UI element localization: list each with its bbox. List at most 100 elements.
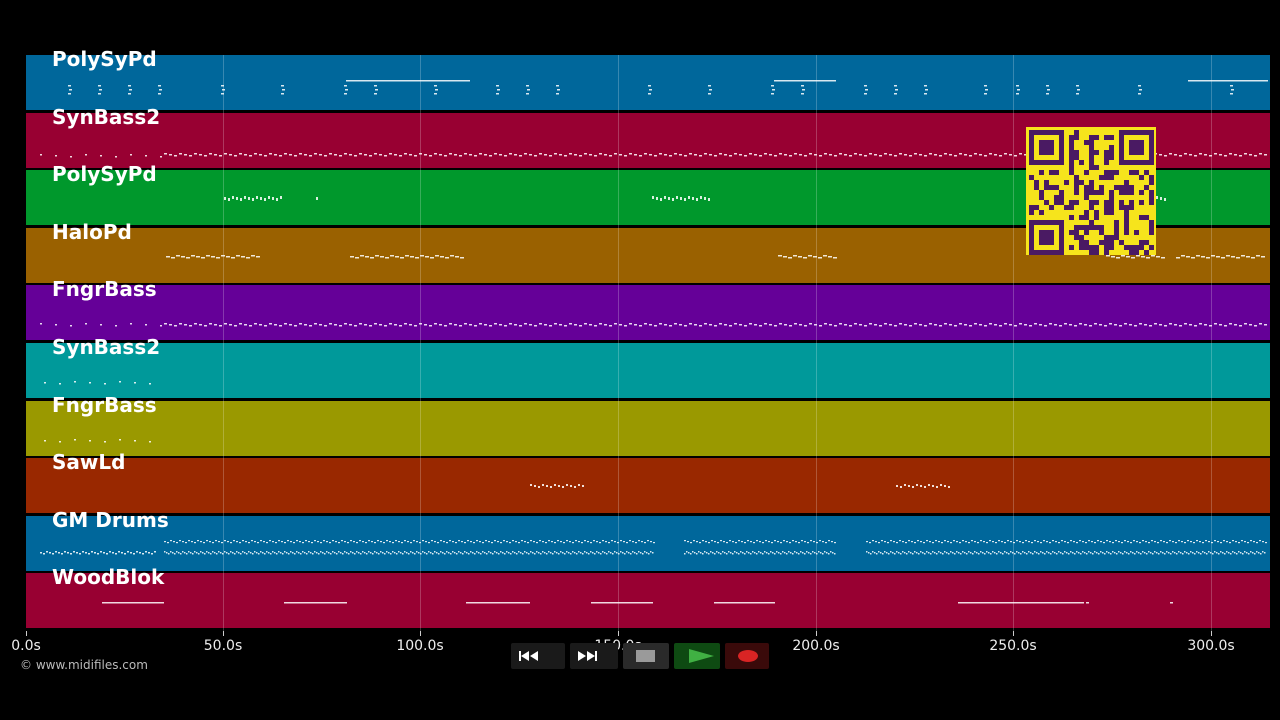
track-lane[interactable]: SynBass2 (26, 335, 1270, 398)
note (1009, 153, 1012, 156)
qr-module (1104, 200, 1109, 205)
note (231, 256, 235, 259)
note-pattern (44, 381, 151, 385)
track-name: PolySyPd (52, 47, 157, 71)
note (924, 552, 926, 555)
qr-module (1079, 215, 1084, 220)
note (133, 552, 135, 555)
note (1219, 324, 1222, 326)
note (284, 323, 287, 325)
note (375, 254, 379, 257)
note (944, 485, 946, 488)
note (769, 153, 772, 156)
note (494, 550, 496, 553)
note (742, 551, 744, 554)
note (959, 541, 961, 543)
note (569, 152, 572, 155)
rewind-button[interactable] (511, 643, 565, 669)
track-lane[interactable]: FngrBass (26, 393, 1270, 456)
note (1031, 541, 1033, 543)
qr-module (1149, 220, 1154, 225)
note (263, 540, 265, 542)
gridline (223, 55, 224, 631)
note (396, 552, 398, 555)
note (1079, 539, 1081, 541)
note (368, 539, 370, 541)
note (299, 152, 302, 155)
note (229, 153, 232, 156)
play-button[interactable] (674, 643, 720, 669)
note (458, 539, 460, 541)
note (786, 552, 788, 555)
note (994, 324, 997, 326)
note (76, 551, 78, 554)
qr-module (1139, 215, 1144, 220)
note (402, 552, 404, 555)
note (557, 89, 560, 91)
fast-forward-button[interactable] (570, 643, 618, 669)
qr-module (1034, 180, 1039, 185)
note (929, 323, 932, 325)
qr-module (1144, 215, 1149, 220)
note (1178, 539, 1180, 541)
note (534, 552, 536, 555)
note (1184, 541, 1186, 543)
qr-module (1124, 205, 1129, 210)
track-lane[interactable]: GM Drums (26, 508, 1270, 571)
track-lane[interactable]: WoodBlok (26, 565, 1270, 629)
note (764, 550, 766, 553)
note (294, 552, 296, 555)
track-lane[interactable]: FngrBass (26, 277, 1270, 341)
note (288, 552, 290, 555)
note (581, 541, 583, 543)
note (740, 550, 742, 553)
note (1098, 552, 1100, 555)
qr-module (1129, 245, 1134, 250)
track-lane[interactable]: SawLd (26, 450, 1270, 514)
track-lane[interactable]: PolySyPd (26, 47, 1270, 110)
record-button[interactable] (725, 643, 769, 669)
qr-module (1054, 170, 1059, 175)
note (1234, 551, 1236, 554)
note (1158, 552, 1160, 555)
note (1238, 541, 1240, 543)
note (914, 541, 916, 543)
note (186, 256, 190, 259)
note (1124, 323, 1127, 325)
note (865, 89, 868, 91)
note (884, 152, 887, 155)
note (251, 539, 253, 541)
note (260, 539, 262, 541)
note (179, 323, 182, 325)
note (551, 540, 553, 542)
note (282, 89, 285, 91)
note (793, 254, 797, 257)
note (1181, 540, 1183, 542)
stop-button[interactable] (623, 643, 669, 669)
note (904, 153, 907, 156)
note (641, 540, 643, 542)
note (399, 154, 402, 157)
note (428, 541, 430, 543)
qr-module (1124, 220, 1129, 225)
note (170, 539, 172, 541)
note (538, 551, 540, 554)
note (710, 550, 712, 553)
note (405, 254, 409, 257)
note (1025, 539, 1027, 541)
note (461, 540, 463, 542)
note (1228, 551, 1230, 554)
note (690, 541, 692, 543)
note (917, 539, 919, 541)
note (329, 541, 331, 543)
gridline (618, 55, 619, 631)
note (974, 323, 977, 325)
note (324, 552, 326, 555)
note (100, 324, 102, 326)
note (916, 484, 918, 487)
note (429, 154, 432, 157)
note (617, 541, 619, 543)
note (898, 551, 900, 554)
note (654, 325, 657, 327)
note (398, 550, 400, 553)
